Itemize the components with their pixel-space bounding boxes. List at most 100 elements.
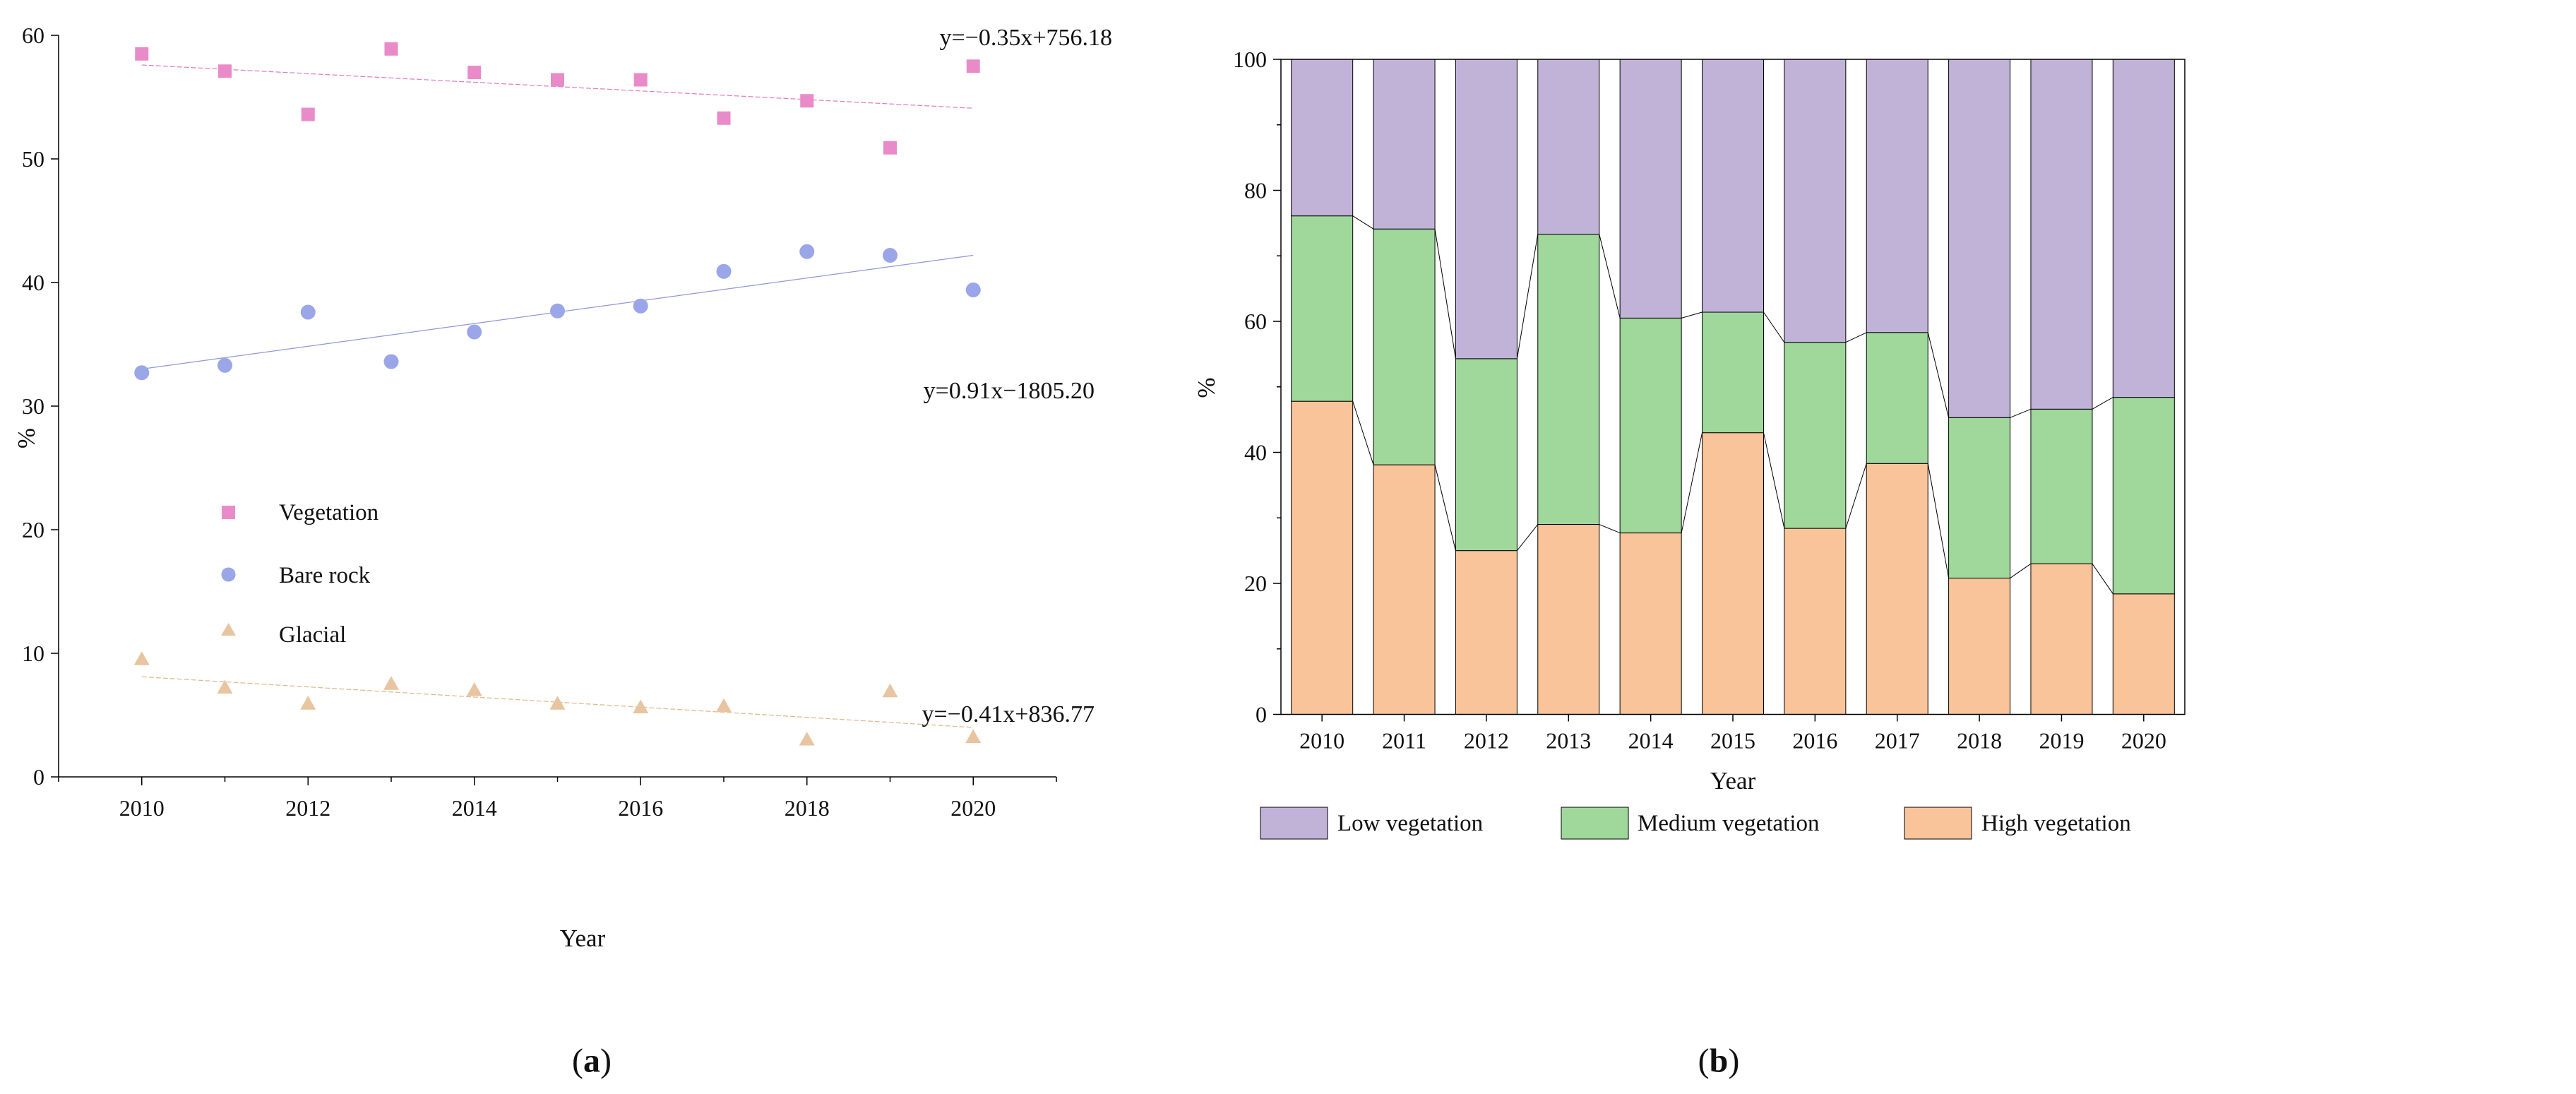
bar-medium-vegetation-2015: [1702, 311, 1764, 434]
bar-medium-vegetation-2012: [1455, 358, 1517, 552]
legend: Vegetation Bare rock Glacial: [221, 500, 378, 648]
bar-medium-vegetation-2016: [1784, 342, 1847, 529]
x-tick-label: 2014: [1628, 728, 1674, 754]
panel-label-b: (b): [1698, 1042, 1740, 1080]
trend-lines: [141, 64, 974, 728]
y-tick-label: 60: [1244, 309, 1267, 334]
y-tick-label: 40: [1244, 440, 1267, 465]
bar-high-vegetation-2020: [2112, 593, 2175, 715]
point-bare-rock: [217, 357, 232, 373]
x-tick-label: 2016: [1792, 728, 1837, 754]
bar-medium-vegetation-2020: [2112, 397, 2175, 595]
y-tick-label: 80: [1244, 178, 1267, 203]
point-glacial: [633, 699, 649, 713]
connector-high-vegetation: [1517, 524, 1539, 551]
panel-label-a: (a): [572, 1042, 612, 1080]
bar-high-vegetation-2013: [1537, 524, 1600, 715]
point-vegetation: [717, 111, 731, 125]
x-tick-label: 2013: [1546, 728, 1591, 754]
bar-high-vegetation-2018: [1948, 578, 2011, 715]
panel-letter-a: a: [583, 1042, 600, 1080]
legend-swatch-low-vegetation: [1260, 807, 1328, 840]
legend-swatch-medium-vegetation: [1561, 807, 1629, 840]
bar-medium-vegetation-2011: [1373, 228, 1436, 465]
bar-medium-vegetation-2013: [1537, 234, 1600, 525]
connector-high-vegetation: [1845, 463, 1867, 529]
segment-connectors: [1352, 215, 2113, 595]
bar-high-vegetation-2011: [1373, 464, 1436, 715]
point-bare-rock: [716, 263, 732, 279]
panel-a-scatter-chart: 0 10 20 30 40 50 60 2010 2012 2014 2016 2018 2020 %…: [13, 23, 1112, 952]
point-bare-rock: [300, 304, 316, 320]
connector-medium-vegetation: [1516, 234, 1539, 359]
legend-label-glacial: Glacial: [279, 622, 346, 648]
legend: Low vegetation Medium vegetation High ve…: [1260, 807, 2131, 840]
x-tick-label: 2012: [1464, 728, 1509, 754]
connector-high-vegetation: [1681, 432, 1703, 533]
bar-low-vegetation-2013: [1537, 59, 1600, 235]
legend-marker-glacial: [221, 623, 236, 636]
connector-medium-vegetation: [1681, 311, 1703, 319]
point-bare-rock: [799, 244, 815, 259]
legend-swatch-high-vegetation: [1904, 807, 1972, 840]
connector-high-vegetation: [1927, 463, 1950, 578]
connector-high-vegetation: [1352, 400, 1374, 465]
stacked-bars: [1291, 59, 2175, 715]
point-vegetation: [633, 73, 648, 87]
x-tick-label: 2016: [618, 795, 663, 821]
legend-label-vegetation: Vegetation: [279, 500, 378, 525]
bar-high-vegetation-2010: [1291, 400, 1354, 715]
point-glacial: [882, 683, 898, 698]
legend-label-low-vegetation: Low vegetation: [1337, 811, 1483, 836]
y-tick-label: 30: [22, 393, 44, 419]
connector-medium-vegetation: [1599, 234, 1621, 319]
y-tick-label: 100: [1233, 47, 1267, 72]
point-glacial: [716, 698, 732, 713]
bar-low-vegetation-2017: [1866, 59, 1928, 333]
connector-medium-vegetation: [1927, 332, 1950, 418]
y-tick-label: 50: [22, 146, 44, 172]
bar-medium-vegetation-2019: [2030, 408, 2093, 564]
point-vegetation: [218, 64, 232, 78]
connector-medium-vegetation: [2092, 397, 2113, 410]
point-vegetation: [135, 47, 149, 61]
axes-frame: [58, 35, 1056, 778]
point-vegetation: [384, 42, 398, 56]
x-tick-label: 2019: [2039, 728, 2084, 754]
legend-label-high-vegetation: High vegetation: [1981, 811, 2131, 836]
point-vegetation: [966, 59, 980, 73]
y-axis-ticks: 0 20 40 60 80 100: [1233, 47, 1281, 727]
trend-line-glacial: [141, 676, 974, 728]
point-glacial: [466, 682, 482, 696]
connector-high-vegetation: [2010, 563, 2032, 578]
y-axis-ticks: 0 10 20 30 40 50 60: [22, 23, 59, 790]
connector-medium-vegetation: [1845, 332, 1867, 343]
x-tick-label: 2010: [1299, 728, 1344, 754]
legend-marker-vegetation: [222, 506, 235, 519]
bar-low-vegetation-2011: [1373, 59, 1436, 230]
x-tick-label: 2010: [119, 795, 165, 821]
x-axis-label: Year: [1710, 767, 1756, 795]
connector-high-vegetation: [1599, 524, 1621, 534]
x-tick-label: 2018: [1957, 728, 2002, 754]
point-glacial: [133, 651, 150, 665]
bar-low-vegetation-2020: [2112, 59, 2175, 398]
point-bare-rock: [383, 354, 399, 369]
y-tick-label: 0: [33, 764, 44, 790]
bar-medium-vegetation-2010: [1291, 215, 1354, 402]
bar-medium-vegetation-2018: [1948, 417, 2011, 579]
point-glacial: [799, 732, 815, 746]
connector-medium-vegetation: [1763, 311, 1785, 343]
trend-equation-glacial: y=−0.41x+836.77: [922, 701, 1095, 727]
point-glacial: [300, 696, 316, 710]
y-tick-label: 10: [22, 641, 44, 666]
legend-label-medium-vegetation: Medium vegetation: [1638, 811, 1820, 836]
bar-low-vegetation-2015: [1702, 59, 1764, 313]
x-tick-label: 2015: [1710, 728, 1755, 754]
connector-high-vegetation: [2092, 563, 2113, 595]
y-tick-label: 20: [22, 517, 44, 542]
bar-high-vegetation-2012: [1455, 550, 1517, 715]
y-axis-label: %: [13, 428, 40, 448]
